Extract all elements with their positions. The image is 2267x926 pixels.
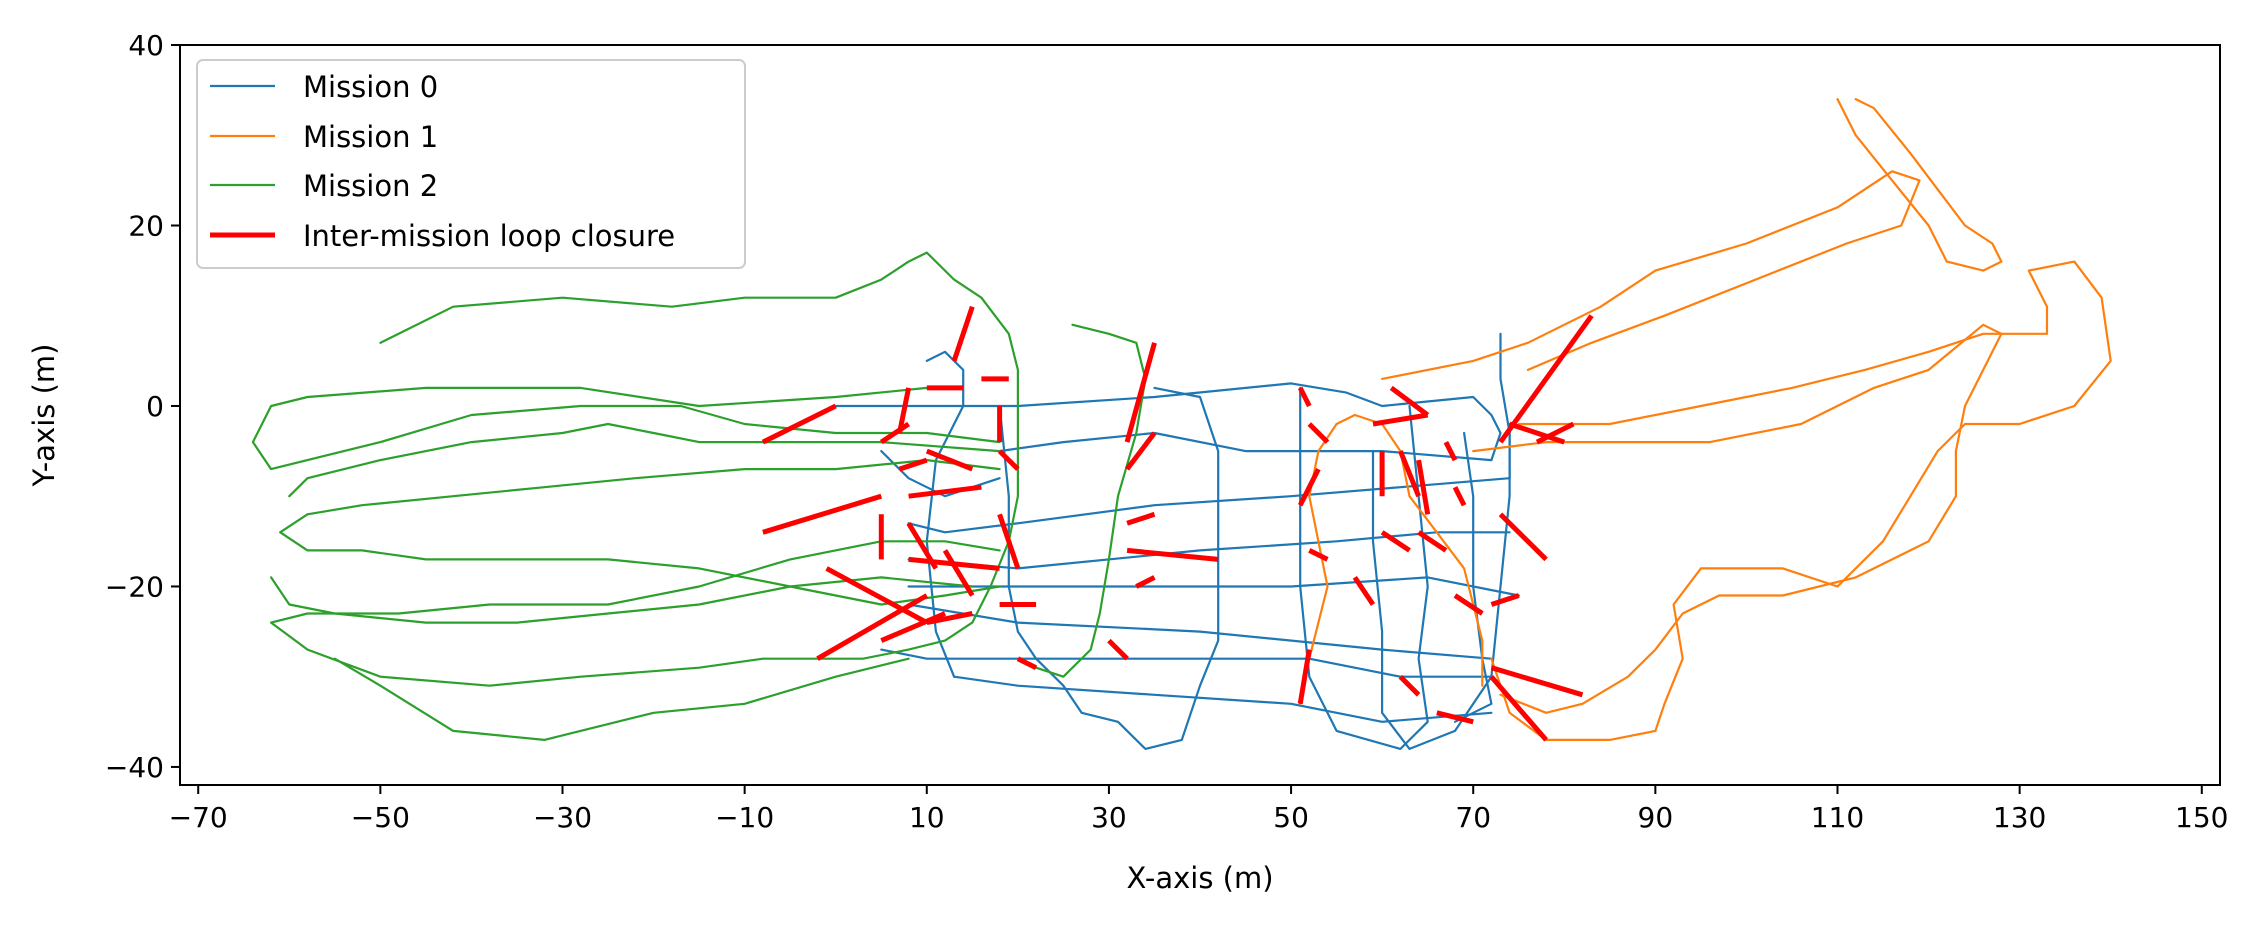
loop-closure-30 (1297, 386, 1312, 408)
y-tick-label: 40 (128, 29, 164, 62)
loop-closure-3 (897, 387, 912, 434)
loop-closure-31 (1297, 467, 1321, 507)
y-tick-label: −20 (105, 570, 164, 603)
loop-closure-6 (879, 421, 910, 445)
loop-closure-9 (997, 449, 1020, 471)
legend-label-mission-1: Mission 1 (303, 120, 438, 154)
y-axis-label: Y-axis (m) (27, 344, 61, 488)
loop-closure-46 (1498, 314, 1594, 444)
loop-closure-34 (1372, 412, 1429, 427)
mission-0-path-8 (998, 386, 1220, 750)
loop-closure-44 (1398, 674, 1421, 697)
loop-closure-39 (1452, 486, 1467, 507)
legend-box (196, 59, 746, 269)
mission-0-path-10 (1371, 422, 1511, 750)
loop-closure-22 (1016, 656, 1038, 670)
loop-closure-40 (1380, 530, 1411, 553)
loop-closure-20 (926, 611, 973, 626)
mission-0-path-0 (834, 382, 1502, 462)
x-tick-label: 30 (1091, 801, 1127, 834)
y-tick-label: −40 (105, 751, 164, 784)
loop-closure-52 (1489, 675, 1548, 742)
loop-closure-53 (1453, 593, 1484, 616)
loop-closure-17 (825, 566, 928, 625)
x-tick-label: −30 (533, 801, 592, 834)
y-axis-ticks: −40 −20 0 20 40 (105, 29, 180, 784)
mission-1-path-4 (1335, 413, 1484, 687)
x-tick-label: −70 (169, 801, 228, 834)
loop-closure-19 (880, 611, 946, 643)
loop-closure-36 (1398, 450, 1421, 498)
loop-closure-0 (951, 305, 975, 362)
loop-closure-8 (925, 448, 974, 472)
legend-label-mission-2: Mission 2 (303, 169, 438, 203)
x-tick-label: 70 (1455, 801, 1491, 834)
x-tick-label: 90 (1638, 801, 1674, 834)
x-tick-label: 150 (2175, 801, 2228, 834)
loop-closure-45 (1436, 710, 1474, 725)
y-tick-label: 0 (146, 390, 164, 423)
legend-label-mission-0: Mission 0 (303, 70, 438, 104)
loop-closure-15 (942, 549, 975, 597)
mission-2-path-1 (270, 296, 1019, 687)
loop-closure-10 (762, 493, 883, 535)
x-axis-ticks: −70 −50 −30 −10 10 30 50 70 90 110 130 150 (169, 785, 2229, 834)
loop-closure-7 (898, 457, 928, 472)
mission-0-path-3 (907, 576, 1520, 597)
mission-1-path-0 (1381, 170, 1921, 380)
loop-closure-16 (997, 513, 1021, 570)
plot-frame (179, 44, 2221, 786)
mission-2-path-0 (251, 386, 1001, 471)
loop-closure-38 (1443, 440, 1458, 462)
mission-0-path-9 (1299, 386, 1429, 750)
mission-2-path-6 (379, 251, 983, 344)
loop-closure-32 (1308, 548, 1329, 562)
loop-closure-28 (1107, 638, 1129, 661)
mission-1-path-1 (1836, 98, 2003, 272)
mission-1-path-3 (1472, 323, 2003, 714)
legend-label-loop-closure: Inter-mission loop closure (303, 219, 675, 253)
loop-closure-33 (1297, 649, 1312, 705)
loop-closure-43 (1352, 576, 1376, 606)
loop-closure-layer (761, 305, 1594, 742)
mission-2-path-7 (1035, 323, 1147, 678)
x-tick-label: 130 (1993, 801, 2046, 834)
y-tick-label: 20 (128, 209, 164, 242)
x-tick-label: −10 (715, 801, 774, 834)
loop-closure-18 (816, 593, 929, 661)
loop-closure-24 (1125, 431, 1157, 471)
loop-closure-50 (1490, 593, 1520, 607)
loop-closure-1 (761, 403, 837, 445)
mission-2-path-2 (279, 459, 1001, 606)
loop-closure-42 (1389, 385, 1430, 418)
legend: Mission 0 Mission 1 Mission 2 Inter-miss… (196, 59, 746, 269)
loop-closure-49 (1498, 512, 1548, 562)
loop-closure-47 (1508, 421, 1566, 445)
mission-0-path-6 (953, 675, 1493, 723)
x-tick-label: −50 (351, 801, 410, 834)
x-tick-label: 50 (1273, 801, 1309, 834)
loop-closure-25 (1126, 511, 1156, 526)
mission-1-path-2 (1490, 260, 2112, 741)
loop-closure-41 (1417, 530, 1448, 553)
loop-closure-26 (1126, 547, 1219, 562)
mission-0-path-1 (907, 332, 1511, 534)
loop-closure-29 (1307, 422, 1330, 444)
x-tick-label: 110 (1811, 801, 1864, 834)
loop-closure-37 (1416, 459, 1431, 515)
loop-closure-11 (908, 484, 982, 499)
loop-closure-27 (1135, 575, 1156, 589)
mission-2-path-3 (288, 422, 1001, 498)
mission-2-path-4 (270, 576, 974, 624)
mission-2-path-5 (333, 657, 910, 741)
x-axis-label: X-axis (m) (1126, 861, 1273, 895)
loop-closure-48 (1535, 421, 1575, 445)
x-tick-label: 10 (909, 801, 945, 834)
loop-closure-23 (1124, 342, 1157, 443)
loop-closure-51 (1490, 665, 1584, 698)
